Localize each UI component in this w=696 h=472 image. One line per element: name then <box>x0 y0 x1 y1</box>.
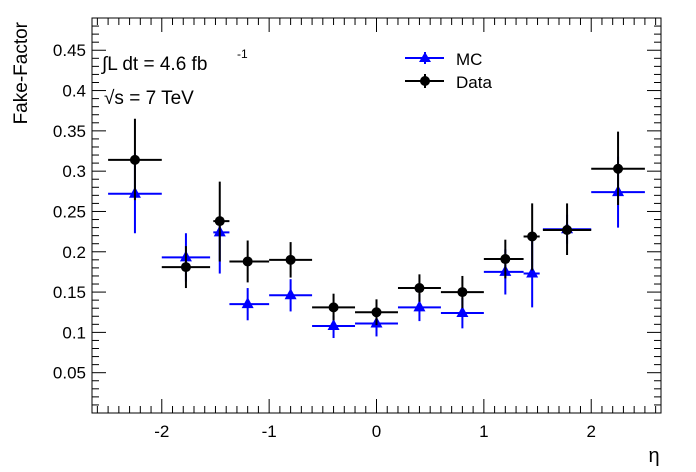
legend: MC Data <box>405 50 492 92</box>
lumi-exponent: -1 <box>237 47 248 61</box>
x-tick-label: -2 <box>154 422 169 441</box>
data-point <box>613 163 624 174</box>
legend-mc-marker <box>405 52 444 64</box>
y-tick-label: 0.15 <box>53 283 86 302</box>
x-tick-label: 1 <box>479 422 488 441</box>
y-tick-label: 0.45 <box>53 41 86 60</box>
data-point <box>328 302 339 313</box>
data-point <box>180 262 191 273</box>
data-point <box>562 225 573 236</box>
legend-mc-label: MC <box>456 50 482 69</box>
mc-point <box>526 266 539 278</box>
y-tick-label: 0.05 <box>53 364 86 383</box>
mc-point <box>241 297 254 309</box>
x-axis-ticks: -2 -1 0 1 2 <box>96 18 657 441</box>
y-tick-label: 0.2 <box>62 243 86 262</box>
data-point <box>371 307 382 318</box>
x-axis-label: η <box>648 445 659 467</box>
mc-point <box>413 300 426 312</box>
data-point <box>527 231 538 242</box>
x-tick-label: 0 <box>372 422 381 441</box>
data-point <box>242 256 253 267</box>
y-axis-ticks: 0.05 0.1 0.15 0.2 0.25 0.3 0.35 0.4 0.45 <box>53 25 661 406</box>
energy-label: √s = 7 TeV <box>104 88 194 109</box>
y-axis-label: Fake-Factor <box>11 21 32 124</box>
y-tick-label: 0.3 <box>62 162 86 181</box>
mc-point <box>327 318 340 330</box>
data-point <box>457 287 468 298</box>
plot-frame <box>91 17 662 414</box>
data-point <box>414 283 425 294</box>
data-point <box>214 216 225 227</box>
luminosity-label: ∫L dt = 4.6 fb -1 <box>101 47 248 75</box>
data-point <box>285 254 296 265</box>
y-tick-label: 0.35 <box>53 122 86 141</box>
lumi-text: ∫L dt = 4.6 fb <box>101 54 207 75</box>
data-point <box>500 254 511 265</box>
mc-point <box>284 288 297 300</box>
x-tick-label: 2 <box>586 422 595 441</box>
y-tick-label: 0.25 <box>53 202 86 221</box>
mc-point <box>456 306 469 318</box>
y-tick-label: 0.1 <box>62 323 86 342</box>
data-point <box>129 154 140 165</box>
data-series <box>108 118 645 326</box>
legend-data-marker <box>405 74 444 88</box>
y-tick-label: 0.4 <box>62 82 86 101</box>
legend-data-label: Data <box>456 73 492 92</box>
x-tick-label: -1 <box>262 422 277 441</box>
